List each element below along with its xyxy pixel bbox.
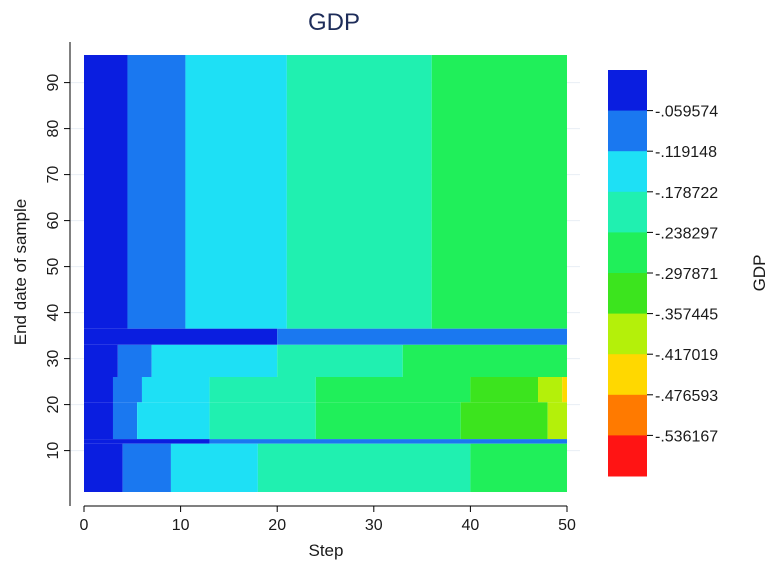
y-tick-label: 50: [45, 258, 62, 276]
y-tick-label: 40: [45, 304, 62, 322]
colorbar-swatch-level-5: [608, 232, 647, 274]
contour-band-level-3: [137, 402, 210, 440]
contour-band-level-1: [84, 402, 113, 440]
contour-band-level-2: [127, 55, 186, 329]
contour-band-level-4: [209, 377, 316, 403]
contour-band-level-6: [460, 402, 548, 440]
plot-area: [84, 55, 567, 492]
contour-band-level-5: [315, 402, 461, 440]
y-tick-label: 10: [45, 442, 62, 460]
contour-band-level-1: [84, 439, 210, 444]
y-tick-label: 80: [45, 120, 62, 138]
contour-band-level-1: [84, 344, 118, 377]
contour-band-level-5: [431, 55, 567, 329]
contour-band-level-2: [112, 377, 142, 403]
contour-band-level-5: [470, 443, 567, 492]
colorbar-swatch-level-2: [608, 110, 647, 152]
contour-band-level-4: [257, 443, 471, 492]
colorbar-swatch-level-6: [608, 273, 647, 315]
x-tick-label: 0: [80, 517, 89, 534]
colorbar-legend: -.059574 -.119148 -.178722 -.238297 -.297871…: [608, 70, 718, 477]
colorbar-tick-label: -.357445: [655, 307, 718, 324]
x-tick-label: 40: [462, 517, 480, 534]
contour-band-level-2: [122, 443, 171, 492]
colorbar-swatch-level-8: [608, 354, 647, 396]
colorbar-tick-label: -.476593: [655, 388, 718, 405]
contour-band-level-2: [117, 344, 152, 377]
colorbar-swatch-level-4: [608, 191, 647, 233]
x-tick-label: 20: [268, 517, 286, 534]
colorbar-tick-label: -.536167: [655, 428, 718, 445]
y-tick-label: 30: [45, 350, 62, 368]
colorbar-title: GDP: [750, 255, 769, 292]
contour-band-level-2: [277, 328, 567, 345]
x-tick-label: 30: [365, 517, 383, 534]
x-tick-label: 10: [172, 517, 190, 534]
colorbar-tick-label: -.119148: [655, 144, 717, 161]
x-axis-title: Step: [309, 541, 344, 560]
contour-band-level-5: [315, 377, 471, 403]
contour-band-level-8: [562, 377, 567, 403]
contour-band-level-3: [170, 443, 258, 492]
colorbar-tick-label: -.297871: [655, 266, 718, 283]
contour-band-level-7: [547, 402, 567, 440]
x-tick-label: 50: [558, 517, 576, 534]
colorbar-tick-label: -.417019: [655, 347, 718, 364]
colorbar-tick-label: -.178722: [655, 185, 718, 202]
contour-band-level-1: [84, 328, 278, 345]
colorbar-swatch-level-1: [608, 70, 647, 112]
contour-band-level-4: [277, 344, 403, 377]
colorbar-tick-label: -.238297: [655, 225, 718, 242]
chart-title: GDP: [308, 9, 360, 36]
contour-band-level-3: [151, 344, 278, 377]
y-tick-label: 90: [45, 74, 62, 92]
contour-band-level-7: [538, 377, 563, 403]
colorbar-swatch-level-10: [608, 435, 647, 477]
contour-band-level-3: [185, 55, 287, 329]
contour-band-level-1: [84, 443, 123, 492]
y-tick-label: 60: [45, 212, 62, 230]
contour-band-level-4: [209, 402, 316, 440]
contour-band-level-4: [286, 55, 432, 329]
contour-band-level-2: [209, 439, 567, 444]
y-axis-title: End date of sample: [11, 199, 30, 345]
contour-band-level-6: [470, 377, 539, 403]
axes: 0 10 20 30 40 50 10 20 30 40 50 60 70 80 90: [45, 42, 576, 534]
y-tick-label: 70: [45, 166, 62, 184]
colorbar-swatch-level-7: [608, 313, 647, 355]
y-tick-label: 20: [45, 396, 62, 414]
colorbar-swatch-level-9: [608, 394, 647, 436]
contour-band-level-2: [112, 402, 138, 440]
colorbar-swatch-level-3: [608, 151, 647, 193]
contour-band-level-5: [402, 344, 567, 377]
contour-band-level-1: [84, 377, 113, 403]
contour-band-level-1: [84, 55, 128, 329]
colorbar-tick-label: -.059574: [655, 104, 718, 121]
contour-band-level-3: [141, 377, 210, 403]
